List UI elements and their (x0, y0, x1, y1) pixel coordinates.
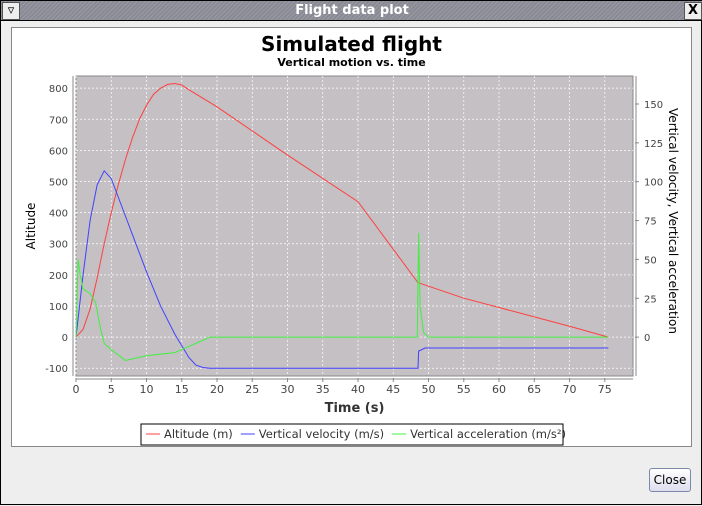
window-menu-icon[interactable]: ▿ (2, 2, 20, 20)
close-window-icon[interactable]: X (684, 2, 702, 20)
title-bar: ▿ Flight data plot X (1, 1, 702, 21)
chart-panel: Simulated flight Vertical motion vs. tim… (11, 27, 692, 447)
window-title: Flight data plot (295, 3, 409, 18)
chart-subtitle: Vertical motion vs. time (277, 56, 426, 69)
close-button[interactable]: Close (649, 468, 691, 492)
chart-title: Simulated flight (261, 32, 442, 56)
